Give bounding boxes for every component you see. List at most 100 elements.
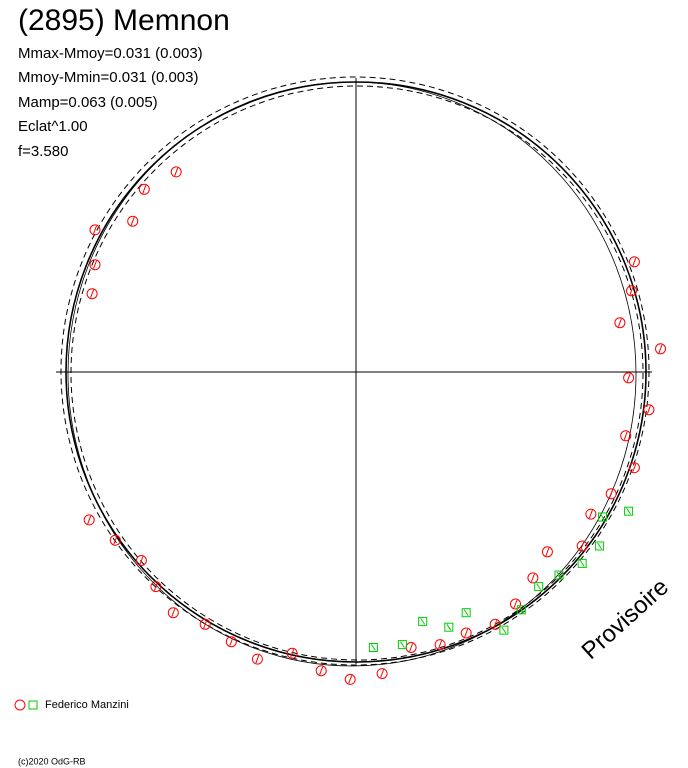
marker-circle — [86, 288, 98, 300]
marker-slash — [600, 513, 605, 521]
marker-slash — [609, 489, 614, 498]
marker-slash — [139, 556, 144, 565]
marker-circle — [434, 639, 446, 651]
data-point — [643, 404, 655, 416]
data-point — [434, 639, 446, 651]
data-point — [516, 605, 526, 615]
fit-curve — [67, 81, 637, 667]
marker-circle — [225, 636, 237, 648]
marker-slash — [153, 582, 158, 591]
data-point — [444, 622, 454, 632]
marker-circle — [89, 259, 101, 271]
marker-circle — [605, 488, 617, 500]
marker-circle — [541, 546, 553, 558]
data-point — [167, 607, 179, 619]
marker-slash — [530, 573, 535, 583]
marker-circle — [150, 581, 162, 593]
data-point — [286, 647, 298, 659]
marker-circle — [576, 540, 588, 552]
marker-square — [624, 506, 634, 516]
marker-slash — [617, 318, 622, 327]
marker-circle — [614, 317, 626, 329]
marker-slash — [658, 344, 663, 353]
data-point — [623, 372, 635, 384]
marker-circle — [344, 673, 356, 685]
data-point — [138, 183, 150, 195]
marker-slash — [446, 623, 452, 631]
marker-slash — [290, 649, 295, 658]
marker-circle — [251, 653, 263, 665]
marker-slash — [513, 599, 518, 609]
data-point — [624, 506, 634, 516]
stat-line: Eclat^1.00 — [18, 118, 88, 135]
data-point — [89, 259, 101, 271]
marker-slash — [438, 640, 443, 649]
marker-circle — [460, 627, 472, 639]
marker-slash — [626, 373, 631, 382]
marker-slash — [348, 675, 353, 684]
marker-circle — [628, 462, 640, 474]
marker-slash — [255, 654, 260, 664]
data-point — [89, 224, 101, 236]
marker-circle — [620, 430, 632, 442]
stat-line: Mamp=0.063 (0.005) — [18, 94, 158, 111]
marker-slash — [646, 405, 651, 414]
data-point — [86, 288, 98, 300]
marker-slash — [174, 167, 179, 177]
marker-slash — [545, 547, 550, 556]
marker-slash — [380, 669, 385, 678]
marker-circle — [585, 508, 597, 520]
data-point — [527, 572, 539, 584]
marker-circle — [138, 183, 150, 195]
marker-slash — [130, 217, 135, 226]
marker-circle — [626, 285, 637, 297]
data-point — [595, 541, 605, 551]
marker-slash — [623, 431, 628, 440]
data-point — [628, 256, 640, 268]
data-point — [620, 430, 632, 442]
data-point — [460, 627, 472, 639]
stat-line: Mmoy-Mmin=0.031 (0.003) — [18, 69, 198, 86]
marker-slash — [518, 606, 524, 614]
marker-circle — [510, 598, 521, 610]
marker-square — [534, 582, 544, 592]
data-point — [418, 616, 428, 626]
marker-circle — [628, 256, 640, 268]
data-point — [344, 673, 356, 685]
data-point — [405, 642, 417, 653]
marker-slash — [399, 641, 405, 648]
data-point — [127, 215, 139, 227]
footer: (c)2020 OdG-RB — [18, 756, 86, 766]
marker-square — [577, 558, 587, 568]
marker-circle — [315, 665, 327, 677]
marker-square — [461, 608, 471, 618]
marker-circle — [286, 647, 298, 659]
marker-square — [554, 570, 564, 580]
data-point — [368, 643, 378, 652]
marker-square — [595, 541, 605, 551]
data-point — [577, 558, 587, 568]
data-point — [109, 534, 121, 546]
data-point — [251, 653, 263, 665]
data-point — [534, 582, 544, 592]
data-point — [576, 540, 588, 552]
data-point — [199, 618, 211, 630]
marker-circle — [170, 166, 182, 178]
data-point — [541, 546, 553, 558]
marker-slash — [93, 260, 97, 269]
data-point — [598, 512, 607, 522]
stat-line: Mmax-Mmoy=0.031 (0.003) — [18, 45, 203, 62]
marker-circle — [527, 572, 539, 584]
marker-slash — [142, 185, 147, 194]
marker-slash — [493, 620, 498, 629]
marker-slash — [463, 609, 469, 616]
annotation: Provisoire — [577, 573, 674, 664]
data-point — [225, 636, 237, 648]
data-point — [315, 665, 327, 677]
marker-slash — [580, 541, 585, 551]
data-point — [135, 555, 147, 566]
marker-slash — [229, 637, 234, 646]
legend-label: Federico Manzini — [45, 699, 129, 711]
marker-slash — [420, 618, 426, 625]
